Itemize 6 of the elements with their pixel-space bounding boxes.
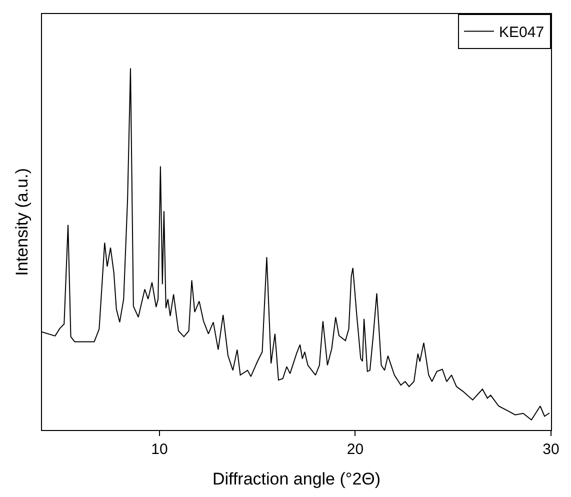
x-tick-label: 30 [542,441,560,458]
legend-label: KE047 [499,24,544,42]
y-axis-title: Intensity (a.u.) [12,168,32,276]
x-tick-label: 10 [151,441,168,458]
x-tick-label: 20 [346,441,364,458]
x-axis-title: Diffraction angle (°2Θ) [212,469,381,488]
